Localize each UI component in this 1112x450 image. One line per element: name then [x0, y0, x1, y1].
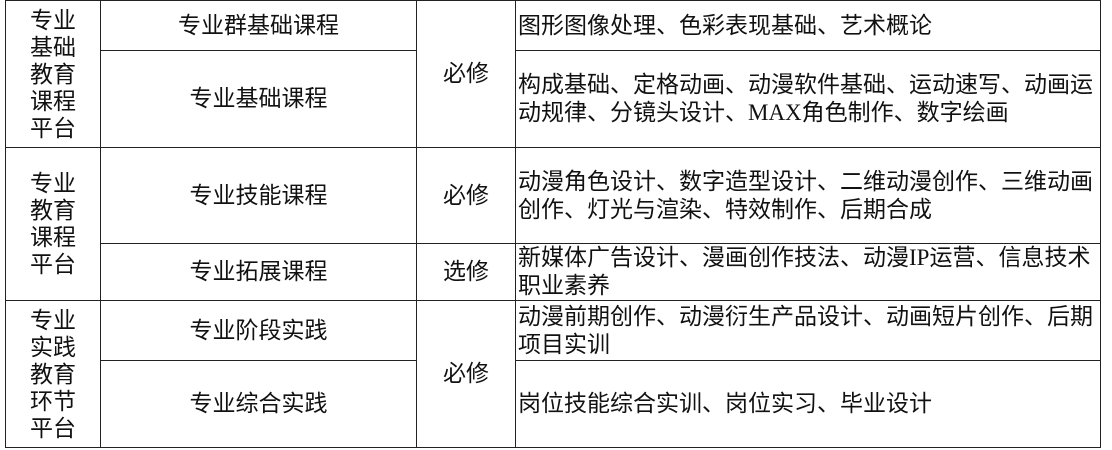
platform-name: 专业实践教育环节平台: [30, 307, 76, 441]
requirement: 必修: [416, 147, 516, 244]
platform-cell: 专业教育课程平台: [5, 147, 101, 301]
requirement: 必修: [416, 300, 516, 448]
course-type: 专业综合实践: [100, 360, 417, 448]
course-type: 专业基础课程: [100, 50, 417, 148]
row: 专业综合实践 岗位技能综合实训、岗位实习、毕业设计: [6, 360, 1101, 448]
course-content: 动漫角色设计、数字造型设计、二维动漫创作、三维动画创作、灯光与渲染、特效制作、后…: [515, 147, 1101, 244]
requirement: 选修: [416, 243, 516, 301]
row: 专业实践教育环节平台 专业阶段实践 必修 动漫前期创作、动漫衍生产品设计、动画短…: [5, 300, 1101, 448]
course-content: 动漫前期创作、动漫衍生产品设计、动画短片创作、后期项目实训: [515, 300, 1101, 361]
requirement: 必修: [416, 0, 516, 148]
row: 专业教育课程平台 专业技能课程 必修 动漫角色设计、数字造型设计、二维动漫创作、…: [5, 147, 1101, 301]
course-type: 专业技能课程: [100, 147, 417, 244]
course-content: 图形图像处理、色彩表现基础、艺术概论: [515, 0, 1101, 51]
course-content: 构成基础、定格动画、动漫软件基础、运动速写、动画运动规律、分镜头设计、MAX角色…: [515, 50, 1101, 148]
platform-name: 专业基础教育课程平台: [30, 7, 76, 141]
row: 专业基础教育课程平台 专业群基础课程 必修 图形图像处理、色彩表现基础、艺术概论: [5, 0, 1101, 148]
course-type: 专业阶段实践: [100, 300, 417, 361]
curriculum-table: 专业基础教育课程平台 专业群基础课程 必修 图形图像处理、色彩表现基础、艺术概论…: [5, 0, 1101, 448]
row: 专业拓展课程 选修 新媒体广告设计、漫画创作技法、动漫IP运营、信息技术职业素养: [6, 243, 1101, 301]
platform-cell: 专业基础教育课程平台: [5, 0, 101, 148]
row: 专业基础课程 构成基础、定格动画、动漫软件基础、运动速写、动画运动规律、分镜头设…: [6, 50, 1101, 148]
platform-name: 专业教育课程平台: [30, 171, 76, 277]
course-content: 岗位技能综合实训、岗位实习、毕业设计: [515, 360, 1101, 448]
course-content: 新媒体广告设计、漫画创作技法、动漫IP运营、信息技术职业素养: [515, 243, 1101, 301]
platform-cell: 专业实践教育环节平台: [5, 300, 101, 448]
course-type: 专业拓展课程: [100, 243, 417, 301]
course-type: 专业群基础课程: [100, 0, 417, 51]
